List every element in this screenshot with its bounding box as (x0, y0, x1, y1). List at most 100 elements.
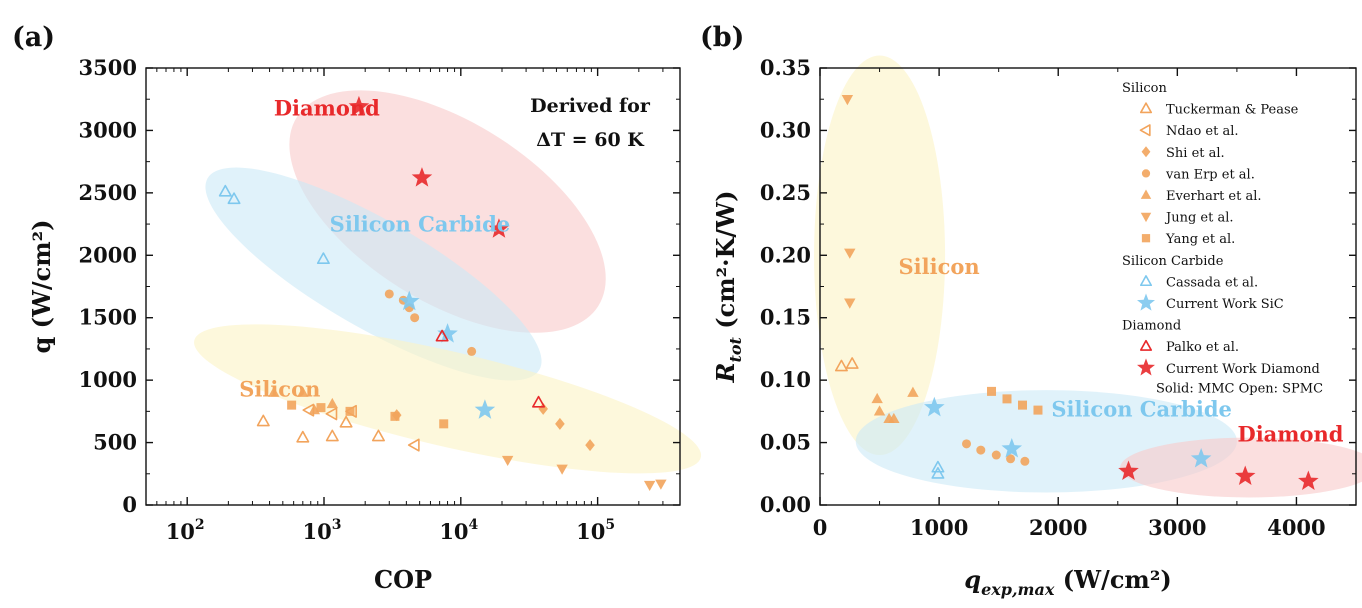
panel-a-regions (194, 90, 702, 474)
y-axis-title: Rtot (cm²·K/W) (711, 191, 745, 384)
y-tick-label: 0.05 (760, 430, 811, 455)
legend-marker-current-work-sic (1137, 293, 1155, 311)
yang-et-al-point (316, 403, 326, 413)
panel-a-label: (a) (12, 22, 55, 53)
region-label-silicon-carbide: Silicon Carbide (1051, 396, 1232, 421)
van-erp-et-al-point (384, 289, 394, 299)
region-label-silicon-carbide: Silicon Carbide (330, 212, 511, 237)
current-work-diamond-point (348, 95, 370, 116)
ndao-et-al-point (407, 438, 420, 452)
annotation-line-2: ΔT = 60 K (536, 129, 645, 151)
panel-a-axes: 102 103 104 105 0 500 1000 1500 2000 2500 3000 3500 (79, 55, 681, 544)
tuckerman-pease-point (325, 429, 339, 442)
van-erp-et-al-point (1006, 454, 1016, 464)
tuckerman-pease-point (296, 430, 310, 443)
y-tick-label: 2000 (79, 242, 137, 267)
current-work-diamond-point (411, 167, 433, 187)
van-erp-et-al-point (410, 313, 420, 323)
legend-entry-shi-et-al: Shi et al. (1166, 146, 1225, 161)
legend: Silicon Tuckerman & Pease Ndao et al. Shi e… (1122, 81, 1323, 396)
yang-et-al-point (1033, 405, 1043, 415)
legend-entry-palko-et-al: Palko et al. (1166, 340, 1239, 355)
panel-b: (b) 0 1000 2000 3000 4000 0.00 0.05 0.10 0.15 0.2… (700, 22, 1362, 599)
legend-entry-jung-et-al: Jung et al. (1164, 211, 1234, 226)
cassada-et-al-point (931, 466, 945, 479)
x-tick-label: 1000 (910, 515, 968, 540)
x-tick-label: 102 (166, 517, 205, 544)
van-erp-et-al-point (467, 346, 477, 356)
y-tick-label: 0.15 (760, 305, 811, 330)
van-erp-et-al-point (1020, 456, 1030, 466)
legend-entry-tuckerman-pease: Tuckerman & Pease (1166, 103, 1299, 118)
tuckerman-pease-point (371, 429, 385, 442)
x-tick-label: 0 (813, 515, 828, 540)
legend-entry-cassada-et-al: Cassada et al. (1166, 275, 1258, 290)
everhart-et-al-point (907, 386, 919, 397)
legend-entry-ndao-et-al: Ndao et al. (1166, 124, 1239, 139)
legend-entry-yang-et-al: Yang et al. (1165, 232, 1235, 247)
current-work-diamond-point (488, 218, 510, 238)
y-tick-label: 2500 (79, 180, 137, 205)
panel-a: (a) 102 103 104 105 0 500 1000 1500 2000 2500 3000… (12, 22, 702, 594)
y-tick-label: 3500 (79, 55, 137, 80)
legend-marker-shi-et-al (1141, 146, 1151, 158)
y-tick-label: 0.25 (760, 180, 811, 205)
everhart-et-al-point (873, 405, 886, 416)
current-work-diamond-point (1118, 460, 1139, 481)
legend-entry-current-work-diamond: Current Work Diamond (1166, 362, 1320, 377)
yang-et-al-point (345, 406, 355, 416)
legend-marker-jung-et-al (1140, 212, 1152, 223)
everhart-et-al-point (297, 386, 309, 397)
region-silicon (194, 324, 702, 474)
everhart-et-al-point (871, 392, 883, 404)
legend-marker-palko-et-al (1139, 339, 1153, 351)
x-tick-label: 105 (576, 517, 615, 544)
shi-et-al-point (585, 439, 595, 452)
tuckerman-pease-point (834, 359, 848, 372)
current-work-diamond-point (1234, 465, 1256, 486)
jung-et-al-point (844, 298, 856, 309)
van-erp-et-al-point (991, 450, 1001, 460)
x-axis-title: COP (374, 565, 432, 594)
y-tick-label: 1500 (79, 305, 137, 330)
legend-marker-yang-et-al (1141, 234, 1151, 243)
legend-entry-current-work-sic: Current Work SiC (1166, 297, 1284, 312)
tuckerman-pease-point (845, 357, 859, 369)
everhart-et-al-point (888, 412, 900, 424)
y-tick-label: 0.20 (760, 242, 811, 267)
tuckerman-pease-point (256, 414, 270, 427)
panel-a-text: Diamond Silicon Carbide Silicon Derived for… (27, 95, 651, 594)
x-tick-label: 103 (303, 517, 342, 544)
current-work-sic-point (399, 290, 420, 311)
everhart-et-al-point (268, 386, 280, 397)
region-silicon-carbide (205, 167, 542, 381)
yang-et-al-point (439, 419, 449, 429)
van-erp-et-al-point (962, 439, 972, 449)
y-tick-label: 3000 (79, 117, 137, 142)
region-diamond (289, 90, 606, 333)
ndao-et-al-point (325, 407, 338, 421)
region-silicon (814, 55, 946, 456)
panel-b-axes: 0 1000 2000 3000 4000 0.00 0.05 0.10 0.15 0.20 0.2… (760, 55, 1357, 540)
y-tick-label: 0.00 (760, 492, 811, 517)
region-label-silicon: Silicon (239, 376, 320, 401)
jung-et-al-point (556, 464, 568, 475)
current-work-diamond-point (1298, 470, 1319, 491)
legend-marker-ndao-et-al (1139, 124, 1151, 137)
tuckerman-pease-point (339, 415, 353, 428)
yang-et-al-point (1017, 400, 1027, 410)
legend-marker-tuckerman-pease (1139, 102, 1153, 114)
cassada-et-al-point (316, 252, 330, 265)
legend-marker-everhart-et-al (1140, 189, 1152, 199)
y-tick-label: 500 (93, 430, 137, 455)
panel-b-marks (834, 95, 1319, 491)
palko-et-al-point (435, 329, 449, 342)
x-tick-label: 3000 (1148, 515, 1206, 540)
van-erp-et-al-point (976, 445, 986, 455)
panel-b-regions (814, 55, 1362, 498)
region-label-silicon: Silicon (899, 254, 980, 279)
annotation-line-1: Derived for (530, 95, 651, 117)
legend-marker-cassada-et-al (1139, 275, 1153, 287)
